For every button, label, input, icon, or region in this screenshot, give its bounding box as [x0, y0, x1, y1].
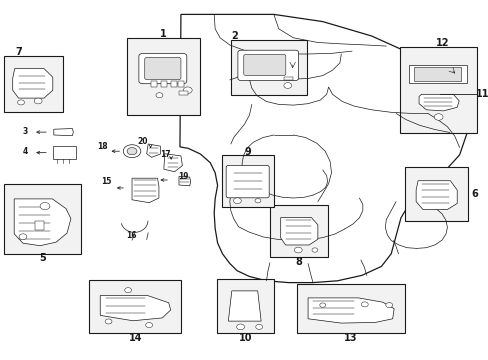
Polygon shape: [100, 296, 170, 321]
Circle shape: [361, 302, 367, 307]
Text: 15: 15: [101, 177, 112, 186]
Text: 7: 7: [15, 47, 22, 57]
Bar: [404, 167, 468, 221]
Circle shape: [294, 247, 302, 253]
Bar: [89, 280, 181, 333]
Polygon shape: [307, 298, 393, 323]
Circle shape: [311, 248, 317, 252]
Circle shape: [127, 148, 137, 155]
Polygon shape: [180, 14, 468, 283]
Text: 9: 9: [244, 147, 251, 157]
Bar: [283, 77, 292, 80]
Circle shape: [145, 323, 152, 328]
Bar: [179, 91, 187, 94]
Bar: [399, 47, 476, 133]
FancyBboxPatch shape: [237, 50, 298, 81]
FancyBboxPatch shape: [226, 166, 269, 198]
FancyBboxPatch shape: [144, 57, 181, 80]
Circle shape: [284, 83, 291, 88]
Text: 4: 4: [23, 148, 28, 156]
Circle shape: [19, 234, 27, 240]
Polygon shape: [280, 217, 317, 245]
Text: 12: 12: [435, 38, 448, 48]
Polygon shape: [418, 94, 458, 111]
Polygon shape: [132, 178, 159, 203]
Circle shape: [233, 198, 241, 203]
Circle shape: [236, 324, 244, 330]
Bar: [35, 220, 44, 230]
Text: 19: 19: [178, 172, 189, 181]
Bar: [222, 155, 273, 207]
Text: 11: 11: [475, 89, 488, 99]
Text: 16: 16: [125, 231, 136, 240]
Bar: [216, 279, 274, 333]
Bar: [270, 205, 327, 257]
Polygon shape: [146, 144, 160, 157]
Bar: [127, 38, 199, 115]
Circle shape: [105, 319, 112, 324]
Bar: [408, 65, 466, 83]
Polygon shape: [54, 129, 73, 136]
Circle shape: [255, 324, 262, 329]
Text: 18: 18: [97, 143, 108, 152]
Text: 13: 13: [344, 333, 357, 343]
Bar: [231, 40, 306, 95]
Bar: [170, 81, 176, 87]
Polygon shape: [14, 199, 71, 246]
Text: 8: 8: [295, 257, 302, 267]
Bar: [53, 146, 76, 159]
Circle shape: [433, 114, 442, 120]
Polygon shape: [179, 176, 190, 186]
Bar: [413, 67, 460, 81]
Circle shape: [123, 145, 141, 158]
Circle shape: [385, 302, 392, 307]
Text: 3: 3: [23, 127, 28, 136]
FancyBboxPatch shape: [243, 54, 285, 76]
Circle shape: [156, 93, 163, 98]
Circle shape: [183, 87, 192, 94]
Circle shape: [34, 98, 42, 104]
Circle shape: [124, 288, 131, 293]
Text: 5: 5: [39, 253, 46, 264]
Text: 17: 17: [160, 150, 170, 158]
Text: 6: 6: [470, 189, 477, 199]
Circle shape: [319, 303, 325, 307]
Polygon shape: [415, 181, 456, 210]
Bar: [297, 284, 404, 333]
Bar: [4, 56, 62, 112]
Circle shape: [255, 198, 261, 203]
Polygon shape: [13, 68, 53, 98]
Polygon shape: [228, 291, 261, 321]
Polygon shape: [163, 154, 182, 172]
Text: 20: 20: [137, 136, 148, 145]
Text: 2: 2: [231, 31, 238, 41]
Bar: [151, 81, 157, 87]
Circle shape: [18, 100, 24, 105]
FancyBboxPatch shape: [139, 53, 186, 84]
Bar: [178, 81, 183, 87]
Text: 1: 1: [160, 29, 166, 39]
Text: 14: 14: [128, 333, 142, 343]
Bar: [161, 81, 166, 87]
Bar: [4, 184, 81, 254]
Circle shape: [40, 202, 50, 210]
Text: 10: 10: [238, 333, 252, 343]
